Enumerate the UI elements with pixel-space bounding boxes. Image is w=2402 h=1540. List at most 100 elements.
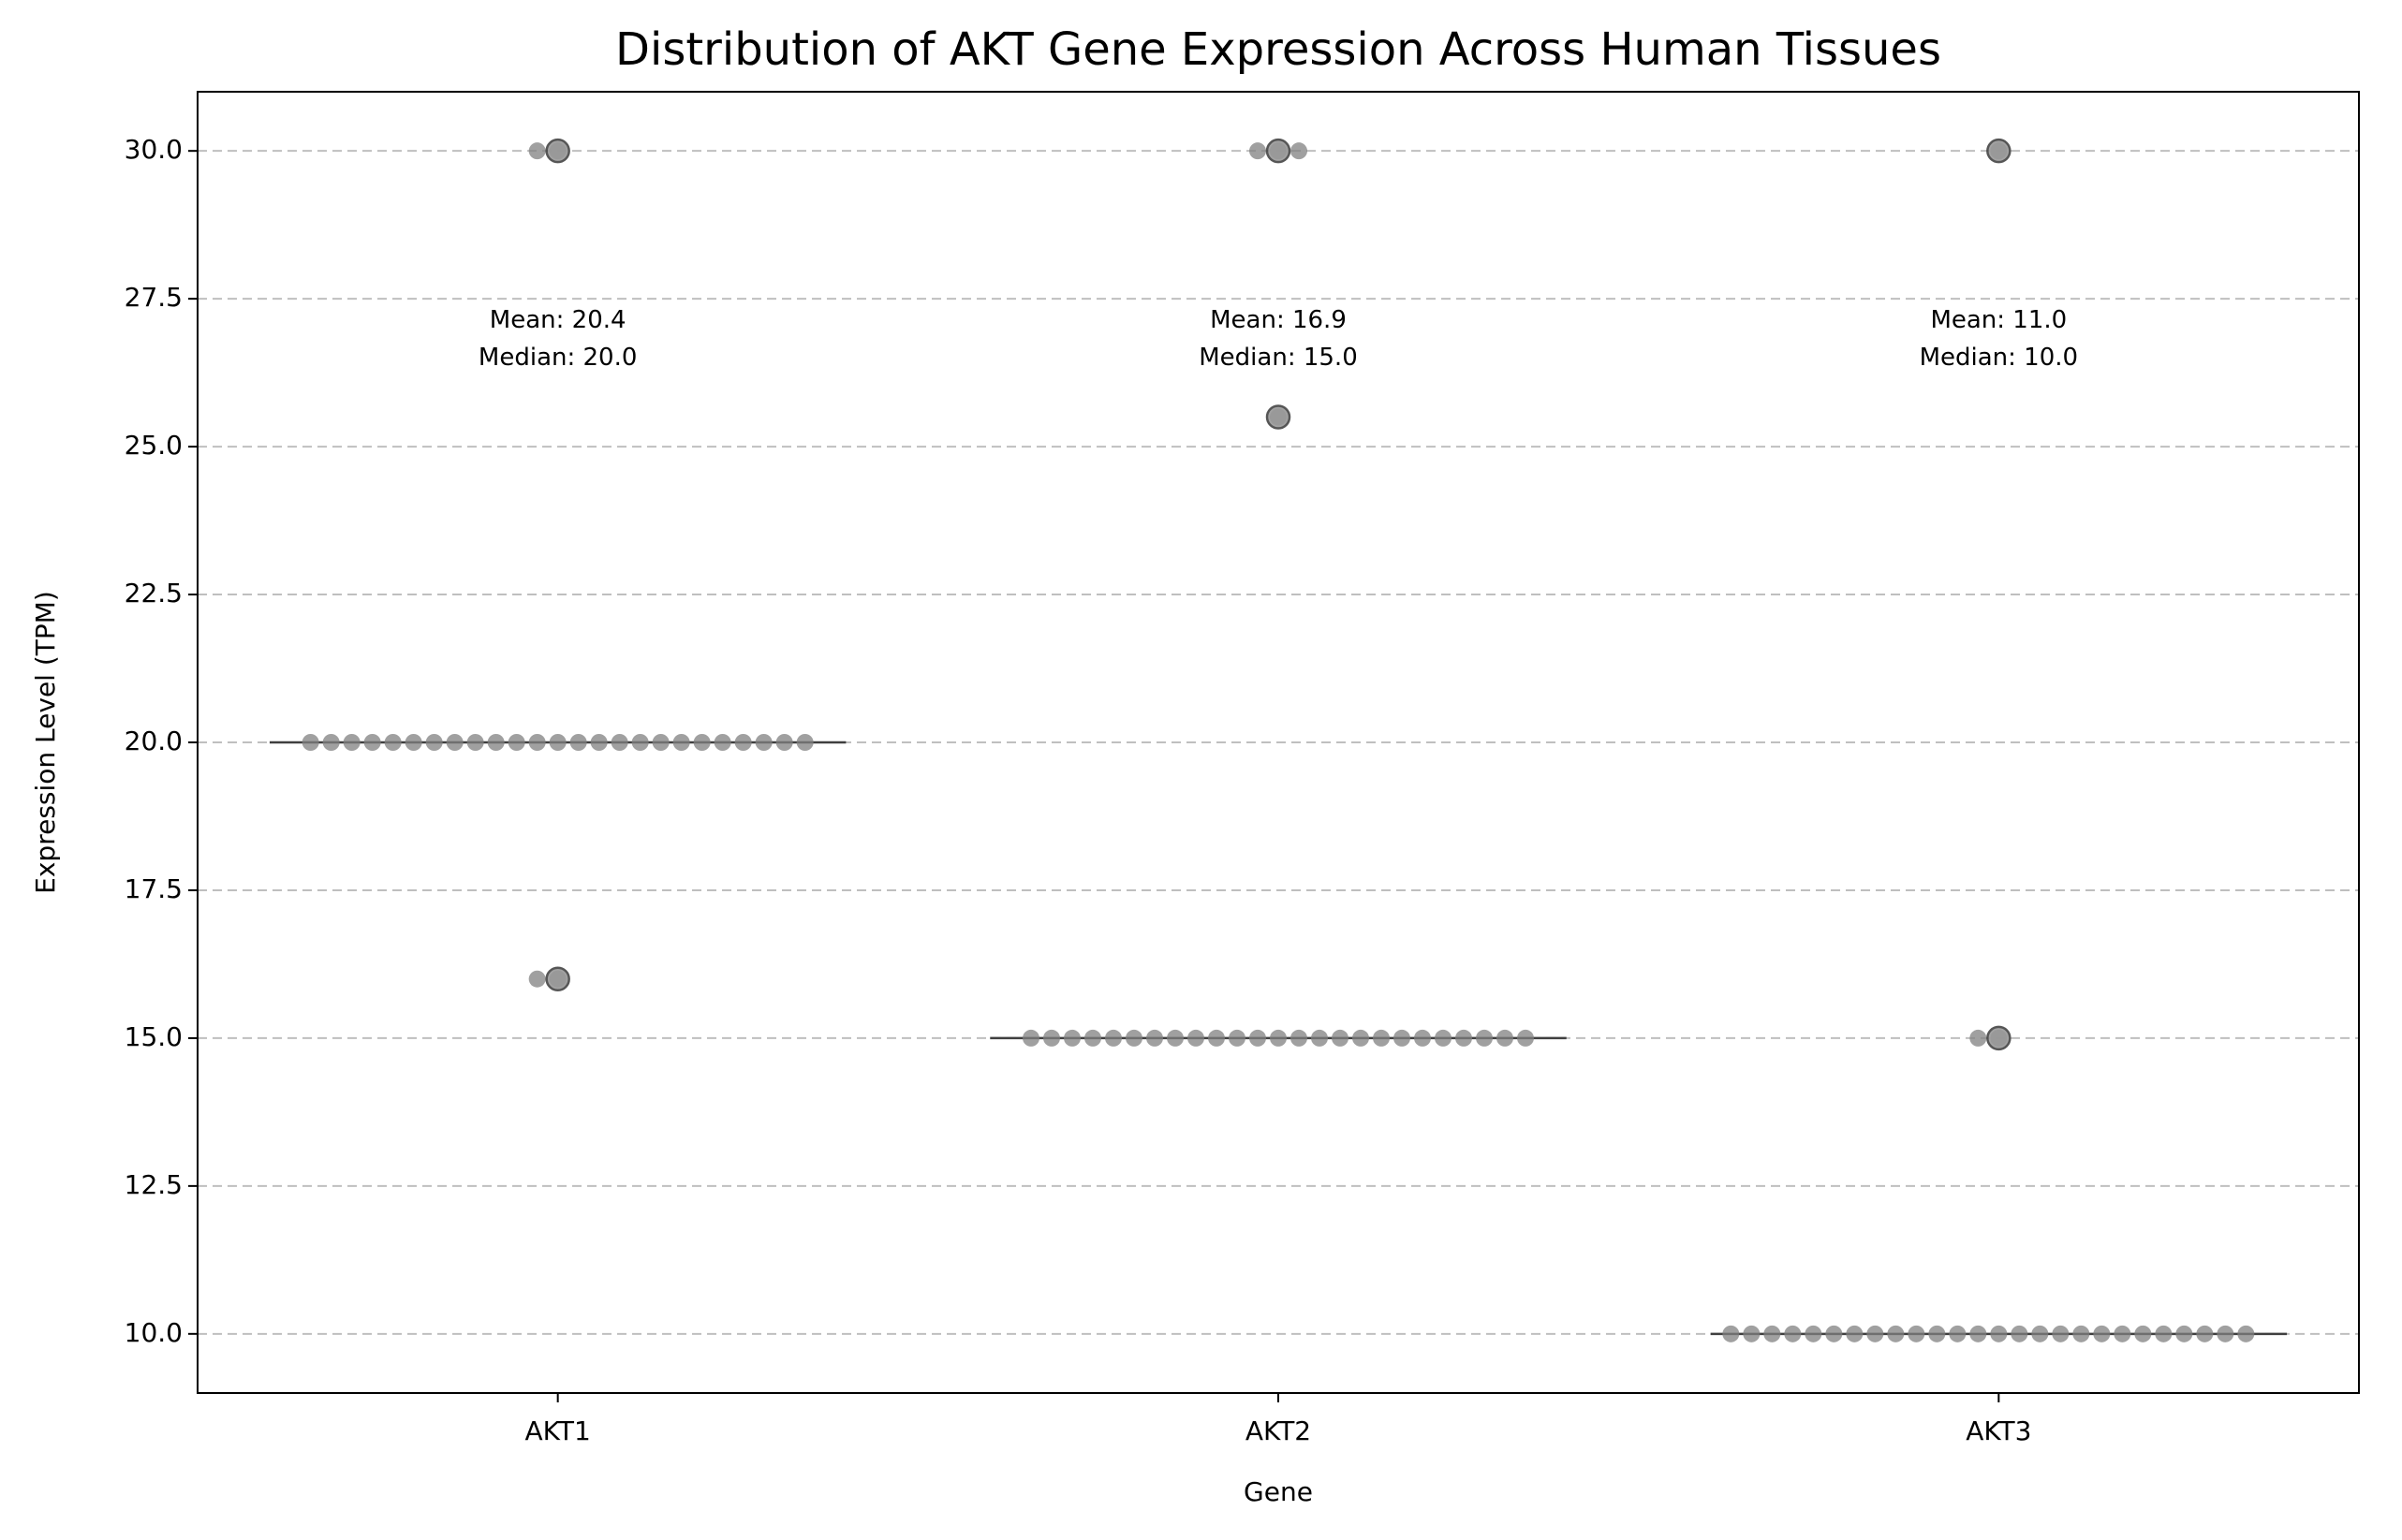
swarm-point bbox=[1846, 1325, 1864, 1342]
y-axis-label: Expression Level (TPM) bbox=[30, 591, 61, 894]
swarm-point bbox=[487, 734, 505, 751]
swarm-point bbox=[1928, 1325, 1946, 1342]
swarm-point bbox=[1722, 1325, 1740, 1342]
swarm-point bbox=[1043, 1029, 1060, 1047]
swarm-point bbox=[528, 970, 546, 988]
swarm-point bbox=[1187, 1029, 1204, 1047]
swarm-point bbox=[1435, 1029, 1452, 1047]
swarm-point bbox=[1990, 1325, 2008, 1342]
y-tick-label: 15.0 bbox=[125, 1021, 183, 1052]
swarm-point bbox=[2011, 1325, 2028, 1342]
y-tick-label: 20.0 bbox=[125, 726, 183, 756]
swarm-point bbox=[1249, 1029, 1266, 1047]
swarm-point bbox=[2175, 1325, 2193, 1342]
swarm-point bbox=[631, 734, 649, 751]
swarm-point bbox=[1969, 1325, 1987, 1342]
outlier bbox=[545, 966, 570, 991]
swarm-point bbox=[1393, 1029, 1410, 1047]
swarm-point bbox=[508, 734, 525, 751]
y-tick-label: 30.0 bbox=[125, 134, 183, 165]
swarm-point bbox=[1969, 1029, 1987, 1047]
swarm-point bbox=[2134, 1325, 2152, 1342]
swarm-point bbox=[1290, 142, 1307, 160]
x-tick-label: AKT3 bbox=[1966, 1415, 2031, 1446]
swarm-point bbox=[2072, 1325, 2090, 1342]
swarm-point bbox=[2114, 1325, 2131, 1342]
y-tick-label: 22.5 bbox=[125, 578, 183, 609]
swarm-point bbox=[528, 734, 546, 751]
y-tick-label: 27.5 bbox=[125, 282, 183, 313]
swarm-point bbox=[1290, 1029, 1307, 1047]
swarm-point bbox=[1414, 1029, 1431, 1047]
y-tick-label: 12.5 bbox=[125, 1169, 183, 1200]
swarm-point bbox=[1949, 1325, 1967, 1342]
y-tick-label: 10.0 bbox=[125, 1317, 183, 1348]
swarm-point bbox=[2196, 1325, 2214, 1342]
swarm-point bbox=[2052, 1325, 2070, 1342]
outlier bbox=[1265, 138, 1291, 164]
swarm-point bbox=[1496, 1029, 1513, 1047]
swarm-point bbox=[1332, 1029, 1348, 1047]
swarm-point bbox=[755, 734, 773, 751]
swarm-point bbox=[672, 734, 690, 751]
swarm-point bbox=[549, 734, 567, 751]
swarm-point bbox=[1825, 1325, 1843, 1342]
swarm-point bbox=[611, 734, 628, 751]
swarm-point bbox=[775, 734, 793, 751]
swarm-point bbox=[1126, 1029, 1142, 1047]
swarm-point bbox=[2217, 1325, 2234, 1342]
swarm-point bbox=[1146, 1029, 1163, 1047]
stat-annotation: Mean: 16.9 bbox=[1210, 306, 1347, 334]
swarm-point bbox=[1373, 1029, 1390, 1047]
swarm-point bbox=[569, 734, 587, 751]
x-tick-label: AKT1 bbox=[525, 1415, 591, 1446]
swarm-point bbox=[1763, 1325, 1781, 1342]
x-tick-label: AKT2 bbox=[1245, 1415, 1311, 1446]
swarm-point bbox=[425, 734, 443, 751]
swarm-point bbox=[1866, 1325, 1884, 1342]
swarm-point bbox=[2031, 1325, 2049, 1342]
swarm-point bbox=[1805, 1325, 1822, 1342]
swarm-point bbox=[590, 734, 608, 751]
swarm-point bbox=[1105, 1029, 1122, 1047]
swarm-point bbox=[1352, 1029, 1369, 1047]
swarm-point bbox=[2237, 1325, 2255, 1342]
swarm-point bbox=[302, 734, 319, 751]
swarm-point bbox=[384, 734, 402, 751]
swarm-point bbox=[1908, 1325, 1925, 1342]
swarm-point bbox=[405, 734, 422, 751]
swarm-point bbox=[446, 734, 464, 751]
swarm-point bbox=[1270, 1029, 1287, 1047]
swarm-point bbox=[466, 734, 484, 751]
chart-title: Distribution of AKT Gene Expression Acro… bbox=[615, 23, 1941, 76]
swarm-point bbox=[1743, 1325, 1761, 1342]
y-tick-label: 25.0 bbox=[125, 430, 183, 461]
swarm-point bbox=[1476, 1029, 1493, 1047]
stat-annotation: Mean: 20.4 bbox=[490, 306, 626, 334]
swarm-point bbox=[1023, 1029, 1039, 1047]
stat-annotation: Median: 10.0 bbox=[1920, 344, 2078, 372]
swarm-point bbox=[1229, 1029, 1245, 1047]
swarm-point bbox=[1084, 1029, 1101, 1047]
swarm-point bbox=[528, 142, 546, 160]
swarm-point bbox=[796, 734, 814, 751]
swarm-point bbox=[1455, 1029, 1472, 1047]
swarm-point bbox=[322, 734, 340, 751]
outlier bbox=[1986, 1025, 2011, 1051]
swarm-point bbox=[693, 734, 711, 751]
x-axis-label: Gene bbox=[1244, 1476, 1313, 1507]
swarm-point bbox=[734, 734, 752, 751]
outlier bbox=[1986, 138, 2011, 164]
swarm-point bbox=[2093, 1325, 2111, 1342]
swarm-point bbox=[652, 734, 670, 751]
swarm-point bbox=[343, 734, 361, 751]
swarm-point bbox=[714, 734, 731, 751]
swarm-point bbox=[2155, 1325, 2173, 1342]
swarm-point bbox=[1311, 1029, 1328, 1047]
stat-annotation: Mean: 11.0 bbox=[1930, 306, 2067, 334]
outlier bbox=[1265, 404, 1291, 430]
swarm-point bbox=[1208, 1029, 1225, 1047]
swarm-point bbox=[1887, 1325, 1905, 1342]
